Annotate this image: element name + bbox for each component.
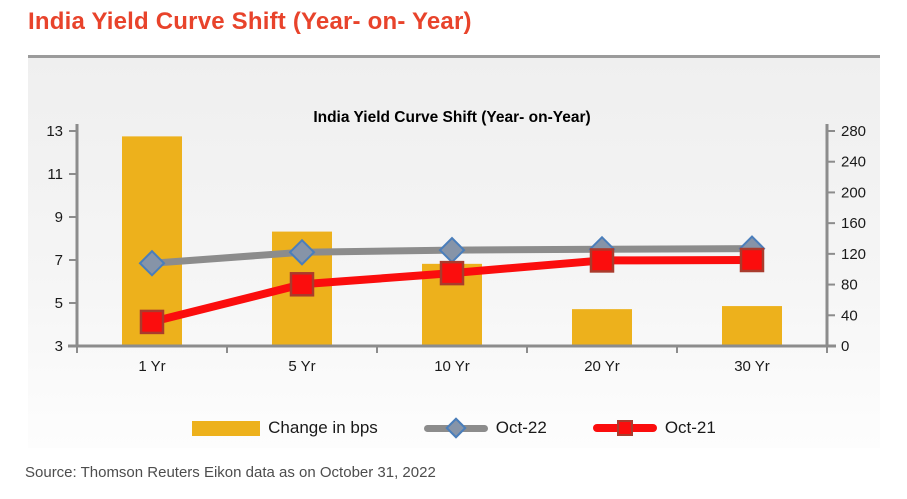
svg-text:20 Yr: 20 Yr [584, 358, 620, 375]
svg-text:40: 40 [841, 307, 858, 324]
diamond-marker-icon [445, 417, 467, 439]
legend-item-oct-22: Oct-22 [423, 417, 547, 439]
source-note: Source: Thomson Reuters Eikon data as on… [25, 464, 436, 481]
yield-curve-chart: India Yield Curve Shift (Year- on-Year) 3… [46, 109, 866, 375]
chart-panel: India Yield Curve Shift (Year- on-Year) 3… [28, 55, 880, 448]
svg-text:80: 80 [841, 277, 858, 294]
bar-swatch-icon [192, 420, 261, 436]
red-line-swatch-icon [592, 420, 657, 436]
svg-text:5 Yr: 5 Yr [288, 358, 315, 375]
svg-text:160: 160 [841, 215, 866, 232]
legend-item-oct-21: Oct-21 [592, 418, 716, 438]
svg-text:India Yield Curve Shift (Year-: India Yield Curve Shift (Year- on-Year) [313, 109, 590, 126]
legend-item-change-in-bps: Change in bps [192, 418, 378, 438]
svg-text:5: 5 [55, 295, 63, 312]
svg-text:9: 9 [55, 209, 63, 226]
gray-line-swatch-icon [423, 417, 488, 439]
svg-text:200: 200 [841, 184, 866, 201]
svg-text:7: 7 [55, 252, 63, 269]
svg-text:240: 240 [841, 154, 866, 171]
svg-text:11: 11 [47, 166, 63, 183]
svg-text:3: 3 [55, 338, 63, 355]
svg-text:30 Yr: 30 Yr [734, 358, 770, 375]
svg-text:1 Yr: 1 Yr [138, 358, 165, 375]
svg-text:280: 280 [841, 123, 866, 140]
svg-text:10 Yr: 10 Yr [434, 358, 470, 375]
legend-label: Change in bps [268, 418, 378, 437]
legend-label: Oct-22 [495, 418, 547, 437]
chart-legend: Change in bps Oct-22 Oct-21 [28, 417, 880, 439]
svg-text:120: 120 [841, 246, 866, 263]
square-marker-icon [616, 420, 633, 436]
svg-text:0: 0 [841, 338, 849, 355]
svg-text:13: 13 [46, 123, 63, 140]
page-title: India Yield Curve Shift (Year- on- Year) [28, 8, 472, 35]
legend-label: Oct-21 [664, 418, 716, 437]
